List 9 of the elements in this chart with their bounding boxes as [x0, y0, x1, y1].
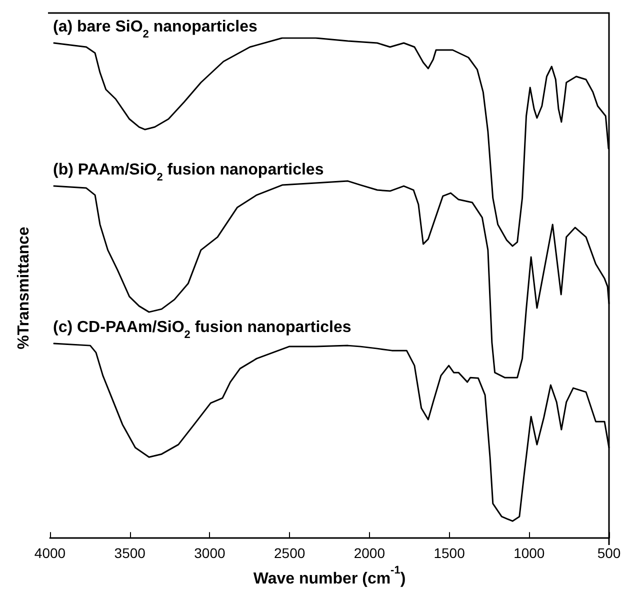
y-axis-title: %Transmittance: [16, 226, 32, 350]
x-tick-label: 2000: [354, 545, 386, 562]
x-tick-label: 4000: [34, 545, 66, 562]
x-tick-label: 3500: [114, 545, 146, 562]
x-tick-label: 2500: [274, 545, 306, 562]
x-tick-label: 1000: [514, 545, 545, 562]
x-tick-label: 1500: [434, 545, 466, 562]
x-tick-label: 500: [597, 545, 621, 562]
x-tick-label: 3000: [194, 545, 226, 562]
